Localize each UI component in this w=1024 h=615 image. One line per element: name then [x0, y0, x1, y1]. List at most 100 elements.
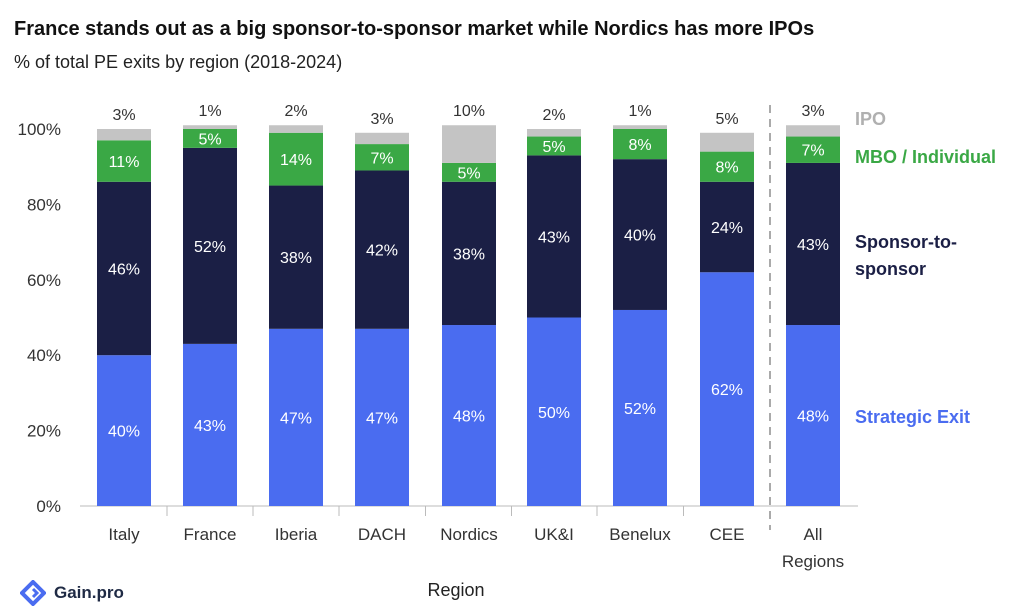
bar-segment: [355, 328, 409, 506]
data-label: 48%: [453, 409, 485, 426]
data-label: 50%: [538, 405, 570, 422]
brand-name: Gain.pro: [54, 583, 124, 602]
bar-segment: [700, 151, 754, 182]
data-label: 11%: [109, 154, 140, 171]
data-label: 40%: [108, 424, 140, 441]
data-label: 40%: [624, 228, 656, 245]
data-label: 52%: [194, 239, 226, 256]
data-label: 48%: [797, 409, 829, 426]
bar-segment: [97, 129, 151, 141]
bar-segment: [269, 328, 323, 506]
data-label: 38%: [453, 246, 485, 263]
y-tick-label: 20%: [27, 422, 61, 441]
bar-segment: [527, 317, 581, 506]
gain-pro-logo-icon: [20, 580, 46, 606]
x-tick-label: DACH: [358, 525, 406, 544]
data-label: 5%: [198, 131, 221, 148]
bar-segment: [442, 181, 496, 326]
bar-segment: [269, 185, 323, 329]
bar-segment: [700, 181, 754, 273]
bar-segment: [97, 181, 151, 356]
data-label: 42%: [366, 243, 398, 260]
y-tick-label: 80%: [27, 195, 61, 214]
x-tick-label: Nordics: [440, 525, 498, 544]
x-axis-title: Region: [427, 580, 484, 600]
data-label: 38%: [280, 250, 312, 267]
bar-segment: [613, 309, 667, 506]
x-tick-label: Regions: [782, 552, 844, 571]
bar-segment: [183, 129, 237, 148]
data-label: 43%: [797, 237, 829, 254]
bar-segment: [613, 159, 667, 310]
bar-segment: [527, 136, 581, 156]
y-tick-label: 60%: [27, 271, 61, 290]
bar-segment: [786, 162, 840, 326]
data-label: 5%: [542, 139, 565, 156]
bar-segment: [97, 355, 151, 506]
bar-segment: [527, 129, 581, 137]
legend-label-ipo: IPO: [855, 109, 886, 129]
bar-segment: [786, 125, 840, 137]
bar-segment: [269, 132, 323, 186]
chart-subtitle: % of total PE exits by region (2018-2024…: [14, 52, 343, 72]
bar-segment: [97, 140, 151, 182]
y-tick-label: 40%: [27, 346, 61, 365]
bar-segment: [527, 155, 581, 318]
brand-logo: Gain.pro: [20, 580, 124, 606]
x-tick-label: UK&I: [534, 525, 574, 544]
data-label: 1%: [198, 103, 221, 120]
data-label: 5%: [715, 111, 738, 128]
data-label: 52%: [624, 401, 656, 418]
x-tick-label: Benelux: [609, 525, 671, 544]
data-label: 8%: [715, 160, 738, 177]
bar-segment: [269, 125, 323, 133]
data-label: 43%: [194, 418, 226, 435]
data-label: 2%: [284, 103, 307, 120]
data-label: 46%: [108, 261, 140, 278]
data-label: 2%: [542, 107, 565, 124]
bar-segment: [355, 132, 409, 145]
bar-segment: [183, 125, 237, 129]
x-tick-label: CEE: [710, 525, 745, 544]
data-label: 3%: [801, 103, 824, 120]
y-tick-label: 100%: [18, 120, 61, 139]
legend-label-strategic: Strategic Exit: [855, 407, 970, 427]
bar-segment: [355, 170, 409, 329]
data-label: 1%: [628, 103, 651, 120]
chart-title: France stands out as a big sponsor-to-sp…: [14, 18, 815, 40]
bar-segment: [442, 125, 496, 163]
data-label: 10%: [453, 103, 485, 120]
bar-segment: [700, 132, 754, 152]
data-label: 7%: [370, 150, 393, 167]
data-label: 5%: [457, 165, 480, 182]
bar-segment: [183, 147, 237, 344]
x-tick-label: All: [804, 525, 823, 544]
legend-label-mbo: MBO / Individual: [855, 147, 996, 167]
data-label: 3%: [370, 111, 393, 128]
data-label: 24%: [711, 220, 743, 237]
y-tick-label: 0%: [36, 497, 61, 516]
bar-segment: [700, 272, 754, 506]
legend-label-sponsor-line2: sponsor: [855, 259, 926, 279]
data-label: 8%: [628, 137, 651, 154]
x-tick-label: France: [184, 525, 237, 544]
data-label: 47%: [366, 410, 398, 427]
x-tick-label: Iberia: [275, 525, 318, 544]
data-label: 43%: [538, 229, 570, 246]
legend-label-sponsor-line1: Sponsor-to-: [855, 232, 957, 252]
data-label: 47%: [280, 410, 312, 427]
bar-segment: [442, 162, 496, 182]
data-label: 14%: [280, 152, 312, 169]
bar-segment: [786, 136, 840, 163]
bar-segment: [786, 325, 840, 506]
bar-segment: [183, 343, 237, 506]
bar-segment: [442, 325, 496, 506]
bar-segment: [613, 129, 667, 160]
x-tick-label: Italy: [108, 525, 140, 544]
data-label: 62%: [711, 382, 743, 399]
bar-segment: [613, 125, 667, 129]
bar-segment: [355, 144, 409, 171]
data-label: 3%: [112, 107, 135, 124]
data-label: 7%: [801, 143, 824, 160]
